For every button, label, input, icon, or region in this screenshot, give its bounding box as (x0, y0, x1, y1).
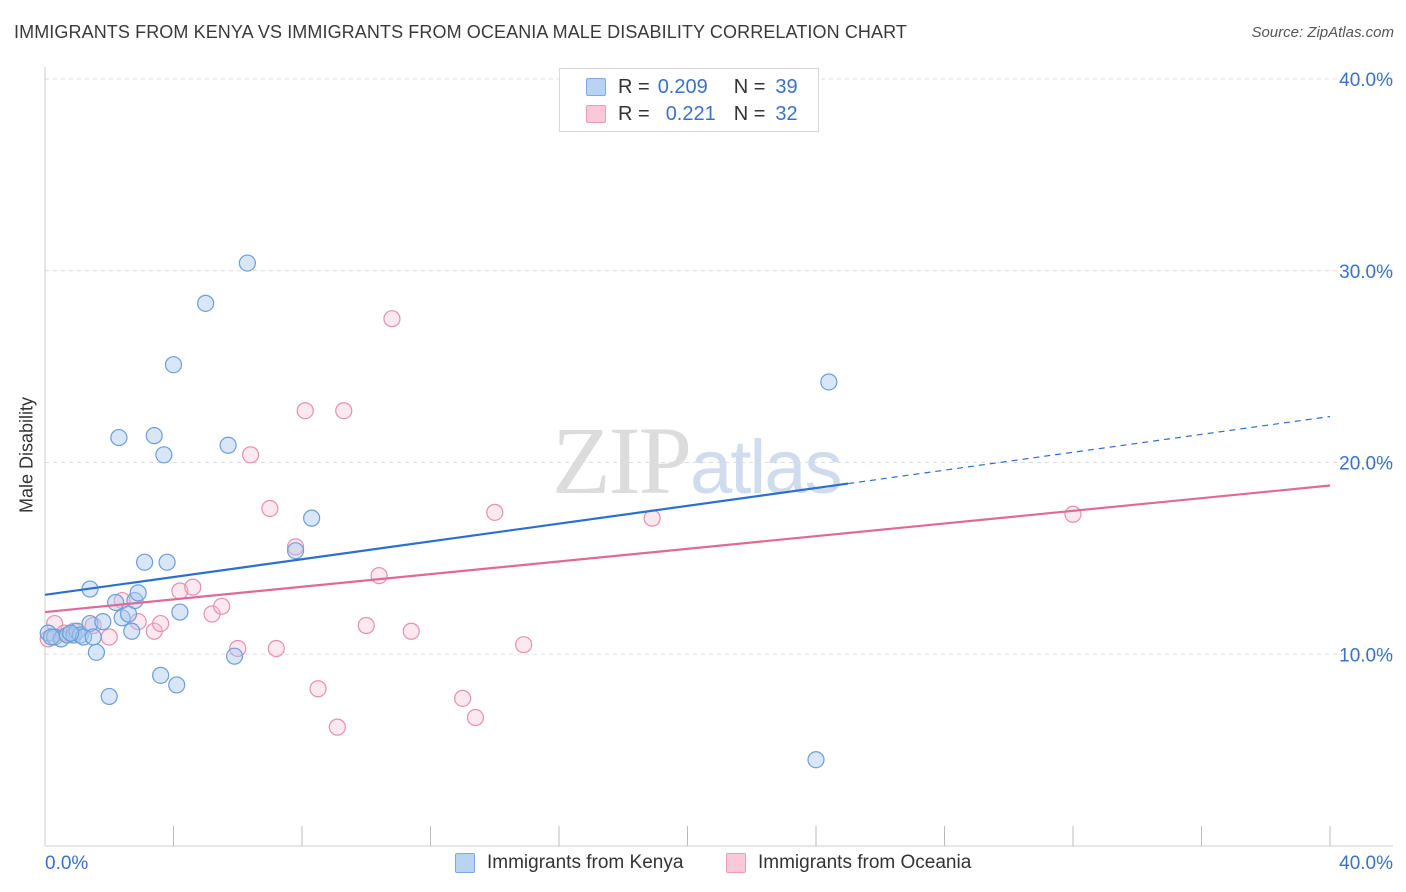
point-kenya-38 (62, 624, 80, 642)
point-kenya-24 (155, 446, 173, 464)
point-oceania-26 (402, 622, 420, 640)
point-oceania-16 (261, 499, 279, 518)
point-oceania-19 (296, 402, 314, 420)
source-label: Source: ZipAtlas.com (1251, 24, 1394, 41)
point-kenya-18 (123, 622, 141, 640)
y-tick-label-40: 40.0% (1339, 70, 1393, 91)
point-oceania-5 (100, 628, 118, 646)
x-tick-label-min: 0.0% (45, 853, 88, 874)
legend-r-value-oceania: 0.221 (665, 102, 716, 125)
legend-row-kenya: R = 0.209 N = 39 (586, 74, 798, 100)
point-kenya-15 (110, 428, 128, 447)
legend-n-label-kenya: N = (733, 75, 766, 98)
point-oceania-13 (213, 597, 231, 615)
chart-title: IMMIGRANTS FROM KENYA VS IMMIGRANTS FROM… (14, 22, 907, 42)
legend-r-value-kenya: 0.209 (657, 75, 708, 98)
legend-n-value-kenya: 39 (775, 75, 798, 98)
point-kenya-30 (219, 436, 237, 454)
point-kenya-35 (820, 373, 838, 391)
point-kenya-26 (164, 356, 183, 374)
point-oceania-22 (335, 402, 353, 420)
y-tick-label-10: 10.0% (1339, 645, 1393, 666)
point-kenya-32 (238, 254, 256, 272)
point-kenya-14 (107, 593, 125, 612)
trendline-kenya-extension (848, 415, 1331, 485)
y-axis-label: Male Disability (16, 396, 37, 514)
legend-item-oceania[interactable]: Immigrants from Oceania (726, 852, 971, 874)
point-kenya-22 (145, 427, 163, 445)
point-kenya-29 (197, 294, 215, 312)
point-kenya-8 (81, 614, 99, 633)
point-oceania-21 (328, 718, 346, 736)
x-tick-label-max: 40.0% (1339, 853, 1393, 874)
trendline-oceania (44, 484, 1331, 614)
point-kenya-21 (135, 553, 154, 571)
y-tick-label-20: 20.0% (1339, 454, 1393, 475)
point-kenya-33 (286, 542, 305, 560)
point-oceania-18 (286, 538, 305, 556)
point-kenya-13 (100, 687, 118, 706)
point-kenya-12 (94, 613, 112, 631)
point-oceania-11 (184, 578, 202, 596)
point-oceania-29 (486, 503, 504, 521)
point-oceania-9 (152, 614, 170, 633)
legend-r-label-oceania: R = (618, 102, 650, 125)
point-oceania-32 (1064, 505, 1082, 523)
point-oceania-17 (267, 639, 285, 658)
point-kenya-23 (152, 666, 170, 684)
legend-swatch-oceania-bottom (726, 853, 746, 873)
trendline-kenya (44, 482, 849, 596)
point-oceania-27 (454, 689, 472, 707)
point-kenya-20 (129, 584, 147, 602)
point-oceania-30 (515, 636, 533, 654)
point-kenya-25 (158, 553, 176, 571)
point-oceania-24 (370, 567, 388, 585)
point-kenya-36 (807, 751, 825, 769)
legend-label-kenya: Immigrants from Kenya (487, 852, 684, 873)
correlation-legend: R = 0.209 N = 39 R = 0.221 N = 32 (559, 68, 819, 132)
point-kenya-37 (42, 628, 61, 646)
point-kenya-34 (303, 509, 321, 527)
legend-row-oceania: R = 0.221 N = 32 (586, 101, 798, 127)
point-oceania-25 (383, 310, 401, 328)
point-kenya-28 (171, 603, 189, 621)
point-kenya-31 (225, 647, 244, 665)
legend-swatch-kenya-bottom (455, 853, 475, 873)
point-kenya-11 (87, 643, 106, 661)
legend-swatch-oceania (586, 105, 606, 123)
series-legend: Immigrants from Kenya Immigrants from Oc… (0, 852, 1406, 878)
point-oceania-20 (309, 680, 327, 698)
point-kenya-10 (84, 628, 102, 646)
legend-n-value-oceania: 32 (775, 102, 798, 125)
point-oceania-23 (357, 616, 375, 635)
point-kenya-27 (168, 676, 186, 694)
legend-n-label-oceania: N = (733, 102, 766, 125)
point-oceania-28 (466, 708, 485, 727)
point-oceania-15 (242, 446, 260, 464)
legend-label-oceania: Immigrants from Oceania (758, 852, 972, 873)
legend-item-kenya[interactable]: Immigrants from Kenya (455, 852, 683, 874)
y-tick-label-30: 30.0% (1339, 262, 1393, 283)
legend-swatch-kenya (586, 78, 606, 96)
legend-r-label-kenya: R = (618, 75, 650, 98)
